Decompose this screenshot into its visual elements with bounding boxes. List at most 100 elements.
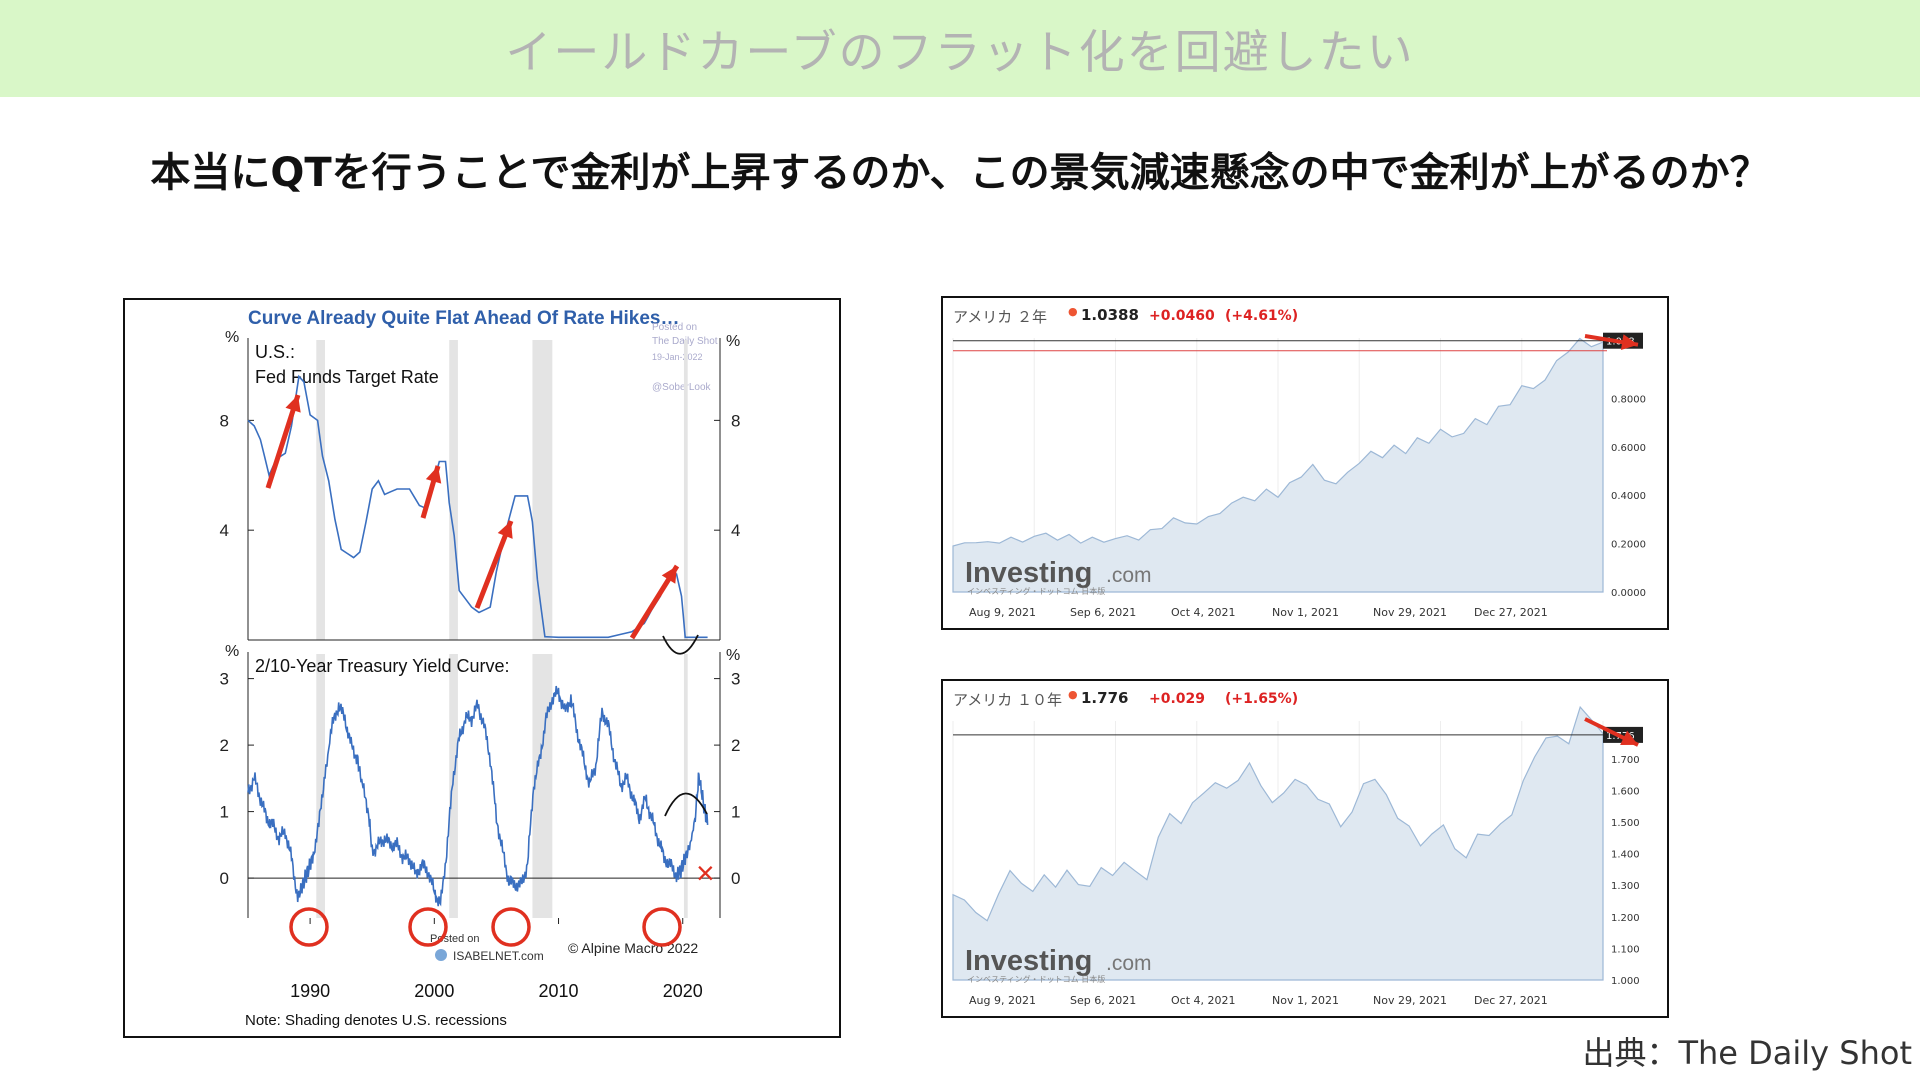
x-tick-label: Sep 6, 2021 xyxy=(1070,606,1136,619)
inversion-circle-icon xyxy=(408,907,448,947)
panel-label-line1: 2/10-Year Treasury Yield Curve: xyxy=(255,656,509,676)
x-tick-label: Nov 29, 2021 xyxy=(1373,606,1447,619)
watermark-handle: @SoberLook xyxy=(652,382,712,393)
header-change: +0.0460 xyxy=(1149,308,1215,324)
banner-title: イールドカーブのフラット化を回避したい xyxy=(505,24,1415,79)
y-tick-label-left: 0 xyxy=(220,869,229,888)
header-pct: (+1.65%) xyxy=(1225,691,1298,707)
y-unit-left: % xyxy=(225,643,239,660)
x-tick-label: Nov 29, 2021 xyxy=(1373,994,1447,1007)
recession-band xyxy=(316,654,326,918)
curved-arrow-icon xyxy=(662,634,699,655)
us-2y-chart: アメリカ ２年●1.0388+0.0460(+4.61%)1.0380.8000… xyxy=(941,296,1669,630)
chart-title: Curve Already Quite Flat Ahead Of Rate H… xyxy=(248,308,680,329)
red-arrow-icon-head xyxy=(285,395,301,413)
y-tick-label: 1.400 xyxy=(1611,850,1640,861)
isabelnet-logo-icon xyxy=(435,949,447,961)
source-credit: 出典：The Daily Shot xyxy=(1582,1034,1912,1072)
investing-logo-sub: インベスティング・ドットコム 日本版 xyxy=(967,586,1105,596)
live-dot-icon: ● xyxy=(1068,305,1078,318)
y-tick-label-left: 1 xyxy=(220,803,229,822)
instrument-name: アメリカ ２年 xyxy=(953,308,1047,326)
y-tick-label: 1.700 xyxy=(1611,755,1640,766)
x-tick-label: Aug 9, 2021 xyxy=(969,994,1036,1007)
red-arrow-head xyxy=(1620,334,1638,351)
recession-band xyxy=(683,654,688,918)
x-tick-label: Sep 6, 2021 xyxy=(1070,994,1136,1007)
red-arrow-icon xyxy=(265,394,301,489)
header-price: 1.776 xyxy=(1081,689,1128,707)
header-change: +0.029 xyxy=(1149,691,1205,707)
recession-band xyxy=(532,340,553,640)
red-arrow-head xyxy=(1620,730,1638,746)
investing-logo: Investing xyxy=(965,557,1092,589)
inversion-circle-icon xyxy=(491,907,531,947)
x-tick-label: 2010 xyxy=(539,981,579,1001)
recession-band xyxy=(449,654,458,918)
slide-banner: イールドカーブのフラット化を回避したい xyxy=(0,0,1920,97)
posted-site-text: ISABELNET.com xyxy=(453,949,544,963)
x-tick-label: Nov 1, 2021 xyxy=(1272,994,1339,1007)
recession-band xyxy=(316,340,326,640)
watermark-date: 19-Jan-2022 xyxy=(652,352,703,362)
red-cross-icon: × xyxy=(696,855,715,891)
y-unit-right: % xyxy=(726,647,740,664)
y-tick-label: 0.0000 xyxy=(1611,588,1646,599)
red-arrow-icon-head xyxy=(661,566,677,584)
x-tick-label: Aug 9, 2021 xyxy=(969,606,1036,619)
us-10y-chart: アメリカ １０年●1.776+0.029(+1.65%)1.7761.7001.… xyxy=(941,679,1669,1018)
y-tick-label: 1.100 xyxy=(1611,944,1640,955)
y-tick-label-right: 3 xyxy=(731,670,740,689)
y-tick-label: 1.200 xyxy=(1611,913,1640,924)
red-arrow-icon-head xyxy=(497,521,513,539)
y-tick-label: 0.2000 xyxy=(1611,540,1646,551)
red-arrow-icon-head xyxy=(425,466,442,484)
recession-band xyxy=(683,340,688,640)
investing-logo-sub: インベスティング・ドットコム 日本版 xyxy=(967,974,1105,984)
y-unit-left: % xyxy=(225,329,239,346)
x-tick-label: 2000 xyxy=(414,981,454,1001)
y-tick-label: 1.500 xyxy=(1611,818,1640,829)
y-tick-label: 0.4000 xyxy=(1611,491,1646,502)
investing-logo-suffix: .com xyxy=(1106,564,1152,587)
chart-note: Note: Shading denotes U.S. recessions xyxy=(245,1012,507,1029)
header-pct: (+4.61%) xyxy=(1225,308,1298,324)
y-unit-right: % xyxy=(726,333,740,350)
y-tick-label-left: 3 xyxy=(220,670,229,689)
credit-text: © Alpine Macro 2022 xyxy=(568,940,698,956)
recession-band xyxy=(449,340,458,640)
investing-logo: Investing xyxy=(965,945,1092,977)
y-tick-label: 1.300 xyxy=(1611,881,1640,892)
y-tick-label-left: 8 xyxy=(220,411,229,430)
x-tick-label: Dec 27, 2021 xyxy=(1474,994,1548,1007)
y-tick-label-right: 0 xyxy=(731,869,740,888)
y-tick-label-right: 8 xyxy=(731,411,740,430)
y-tick-label: 0.8000 xyxy=(1611,394,1646,405)
y-tick-label-left: 2 xyxy=(220,736,229,755)
price-area xyxy=(952,337,1604,593)
us-2y-svg: アメリカ ２年●1.0388+0.0460(+4.61%)1.0380.8000… xyxy=(952,305,1646,619)
fed-funds-yield-curve-chart: Curve Already Quite Flat Ahead Of Rate H… xyxy=(123,298,841,1038)
y-tick-label-right: 1 xyxy=(731,803,740,822)
inversion-circle-icon xyxy=(289,907,329,947)
y-tick-label: 1.000 xyxy=(1611,976,1640,987)
us-10y-svg: アメリカ １０年●1.776+0.029(+1.65%)1.7761.7001.… xyxy=(952,688,1643,1007)
x-tick-label: Nov 1, 2021 xyxy=(1272,606,1339,619)
instrument-name: アメリカ １０年 xyxy=(953,691,1062,709)
slide-question: 本当にQTを行うことで金利が上昇するのか、この景気減速懸念の中で金利が上がるのか… xyxy=(150,150,1770,196)
x-tick-label: Oct 4, 2021 xyxy=(1171,606,1236,619)
y-tick-label-right: 4 xyxy=(731,521,740,540)
live-dot-icon: ● xyxy=(1068,688,1078,701)
y-tick-label: 1.600 xyxy=(1611,786,1640,797)
watermark-posted: Posted on xyxy=(652,322,697,333)
inversion-circle-icon xyxy=(642,907,682,947)
header-price: 1.0388 xyxy=(1081,306,1139,324)
x-tick-label: 2020 xyxy=(663,981,703,1001)
series-line xyxy=(247,374,708,639)
x-tick-label: Oct 4, 2021 xyxy=(1171,994,1236,1007)
recession-band xyxy=(532,654,553,918)
panel-label-line2: Fed Funds Target Rate xyxy=(255,367,439,387)
price-area xyxy=(952,705,1604,981)
investing-logo-suffix: .com xyxy=(1106,952,1152,975)
y-tick-label-left: 4 xyxy=(220,521,229,540)
